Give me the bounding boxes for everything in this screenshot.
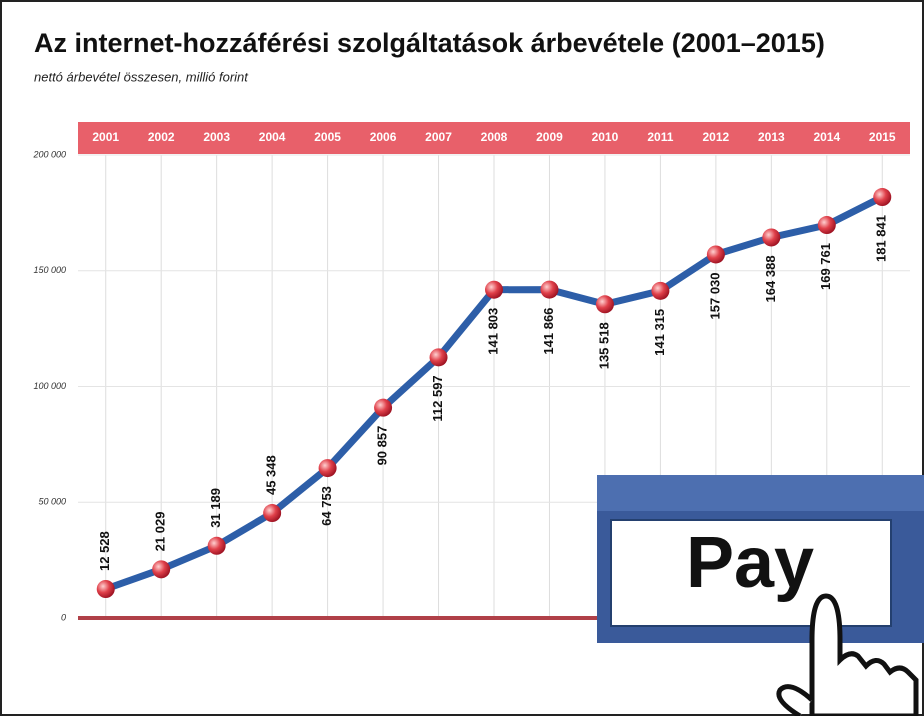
y-tick-label: 100 000 — [33, 381, 66, 391]
data-point — [430, 348, 448, 366]
data-label: 135 518 — [596, 322, 611, 369]
data-point — [818, 216, 836, 234]
x-tick-label: 2012 — [703, 130, 730, 144]
data-point — [263, 504, 281, 522]
data-label: 169 761 — [818, 243, 833, 290]
button-header — [597, 475, 924, 511]
button-label[interactable]: Pay — [686, 523, 814, 603]
data-point — [651, 282, 669, 300]
x-tick-label: 2001 — [92, 130, 119, 144]
chart-subtitle: nettó árbevétel összesen, millió forint — [34, 69, 249, 84]
data-label: 45 348 — [264, 455, 279, 495]
x-tick-label: 2014 — [813, 130, 840, 144]
x-tick-label: 2002 — [148, 130, 175, 144]
data-point — [707, 245, 725, 263]
y-tick-label: 50 000 — [38, 497, 66, 507]
data-label: 164 388 — [763, 255, 778, 302]
data-label: 181 841 — [874, 215, 889, 262]
data-point — [152, 560, 170, 578]
data-label: 112 597 — [430, 375, 445, 421]
x-tick-label: 2015 — [869, 130, 896, 144]
x-tick-label: 2008 — [481, 130, 508, 144]
data-point — [540, 281, 558, 299]
x-tick-label: 2005 — [314, 130, 341, 144]
chart-title: Az internet-hozzáférési szolgáltatások á… — [34, 28, 825, 58]
data-label: 21 029 — [153, 512, 168, 552]
data-point — [596, 295, 614, 313]
x-tick-label: 2006 — [370, 130, 397, 144]
x-tick-label: 2010 — [592, 130, 619, 144]
y-tick-label: 150 000 — [33, 265, 66, 275]
y-tick-label: 0 — [61, 612, 66, 622]
data-label: 141 803 — [485, 308, 500, 355]
data-point — [208, 537, 226, 555]
data-label: 64 753 — [319, 486, 334, 526]
data-label: 90 857 — [375, 426, 390, 466]
y-tick-label: 200 000 — [32, 149, 66, 159]
data-label: 12 528 — [97, 531, 112, 571]
x-tick-label: 2003 — [203, 130, 230, 144]
data-point — [873, 188, 891, 206]
x-tick-label: 2009 — [536, 130, 563, 144]
chart: Az internet-hozzáférési szolgáltatások á… — [0, 0, 924, 716]
x-tick-label: 2007 — [425, 130, 452, 144]
data-point — [485, 281, 503, 299]
x-tick-label: 2013 — [758, 130, 785, 144]
data-point — [319, 459, 337, 477]
data-point — [97, 580, 115, 598]
data-label: 141 866 — [541, 308, 556, 355]
data-point — [762, 228, 780, 246]
data-point — [374, 399, 392, 417]
x-tick-label: 2004 — [259, 130, 286, 144]
data-label: 157 030 — [707, 272, 722, 319]
x-tick-label: 2011 — [647, 130, 673, 144]
data-label: 31 189 — [208, 488, 223, 528]
data-label: 141 315 — [652, 309, 667, 356]
